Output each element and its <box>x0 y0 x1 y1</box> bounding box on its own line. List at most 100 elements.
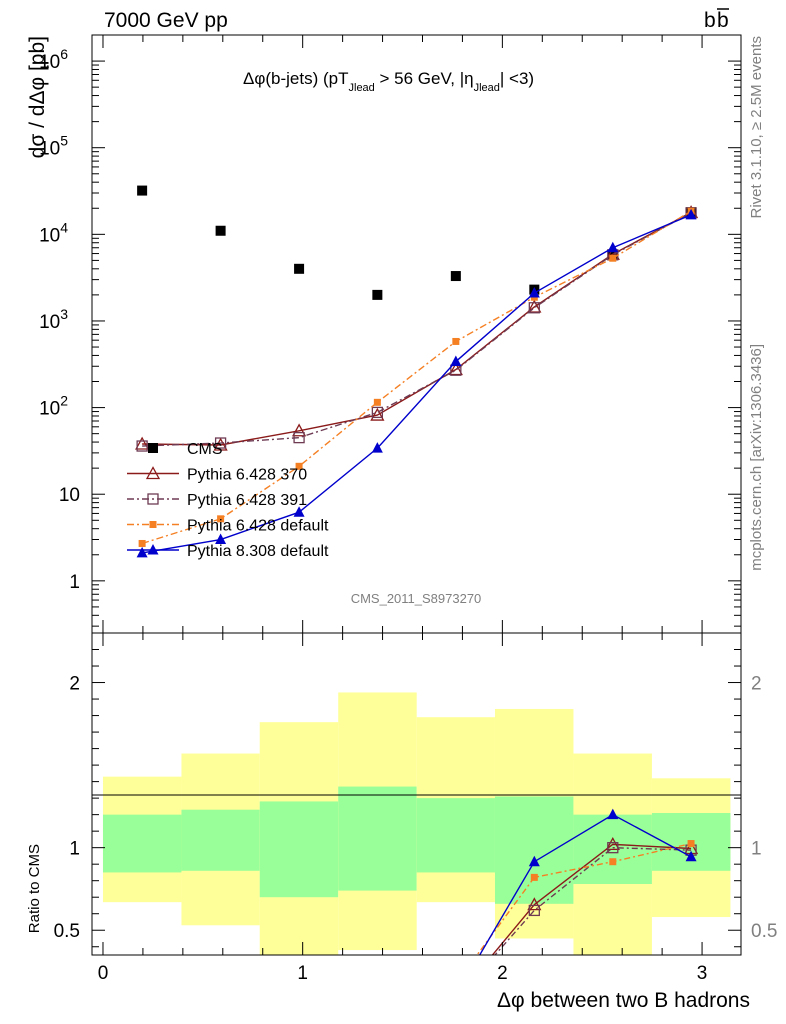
data-point <box>372 289 383 300</box>
data-point <box>138 539 146 547</box>
main-ytick-label-base: 10 <box>39 225 60 246</box>
series-line <box>142 211 692 446</box>
ratio-series-pythia-8-308-default <box>478 808 697 955</box>
data-point <box>215 533 227 545</box>
ratio-ytick-label: 2 <box>69 674 80 695</box>
data-point <box>528 287 540 298</box>
title-middle: > 56 GeV, |η <box>375 69 474 88</box>
main-series-group <box>135 185 699 558</box>
main-ytick-label-exp: 3 <box>60 306 68 322</box>
ratio-point <box>685 850 697 862</box>
series-line <box>141 210 692 545</box>
data-point <box>373 398 381 406</box>
main-ytick-label-base: 10 <box>39 52 60 73</box>
legend-marker <box>149 521 157 528</box>
rivet-version-text: Rivet 3.1.10, ≥ 2.5M events <box>748 36 765 219</box>
ratio-axis-ticks: 0 1 2 3 0.5 0.5 1 1 2 2 <box>54 633 777 984</box>
ratio-point <box>527 897 542 911</box>
legend-entry: Pythia 6.428 default <box>127 518 329 535</box>
ratio-point <box>528 855 540 867</box>
data-point <box>136 440 148 452</box>
data-point <box>137 185 148 196</box>
title-sub-1: Jlead <box>349 82 375 94</box>
data-point <box>293 506 305 517</box>
data-point <box>685 208 697 220</box>
ratio-xtick-label: 1 <box>297 963 308 984</box>
ratio-line <box>491 843 692 955</box>
main-ytick-label: 104 <box>39 219 68 246</box>
band-1sigma <box>494 796 574 904</box>
data-point <box>371 442 383 453</box>
ratio-point <box>528 904 540 917</box>
mcplots-text: mcplots.cern.ch [arXiv:1306.3436] <box>748 344 765 571</box>
main-ytick-label-exp: 2 <box>60 393 68 409</box>
ratio-series-pythia-6-428-default <box>476 840 695 955</box>
data-point <box>527 299 542 313</box>
series-line <box>142 214 692 554</box>
legend-marker <box>147 544 159 555</box>
main-ytick-label: 103 <box>39 306 68 333</box>
plot-title: Δφ(b-jets) (pTJlead > 56 GeV, |ηJlead| <… <box>243 69 534 94</box>
process-label-bbar: b <box>717 9 729 32</box>
data-point <box>371 406 384 419</box>
legend-marker <box>147 493 159 505</box>
data-point <box>135 436 150 450</box>
data-point <box>370 407 385 421</box>
ratio-point <box>605 837 620 851</box>
energy-label: 7000 GeV pp <box>104 9 228 32</box>
data-point <box>136 546 148 558</box>
legend-entry: Pythia 6.428 370 <box>127 466 307 484</box>
process-label: b b <box>704 8 729 32</box>
ratio-xtick-label: 0 <box>98 963 109 984</box>
ratio-ytick-label: 1 <box>69 839 80 860</box>
data-point <box>295 462 303 470</box>
band-1sigma <box>338 786 417 891</box>
legend-entry: Pythia 8.308 default <box>127 543 329 560</box>
data-point <box>291 423 307 437</box>
data-point <box>294 263 305 274</box>
ratio-point <box>607 842 619 854</box>
band-1sigma <box>181 809 260 871</box>
data-point <box>448 362 463 376</box>
ratio-ytick-label-right: 1 <box>751 839 762 860</box>
title-suffix: | <3) <box>500 69 534 88</box>
ratio-line <box>476 842 692 955</box>
main-ytick-label: 106 <box>39 46 68 73</box>
ratio-ytick-label: 0.5 <box>54 921 80 942</box>
ratio-line <box>478 813 692 955</box>
data-point <box>213 437 228 451</box>
legend: CMS Pythia 6.428 370 Pythia 6.428 391 Pythi… <box>127 441 329 560</box>
title-prefix: Δφ(b-jets) (pT <box>243 69 349 88</box>
main-ytick-label-exp: 4 <box>60 219 68 235</box>
ratio-point <box>607 808 619 820</box>
data-point <box>607 241 619 253</box>
data-point <box>528 302 540 314</box>
main-ytick-label-base: 10 <box>39 139 60 160</box>
legend-entry: Pythia 6.428 391 <box>127 492 307 509</box>
data-point <box>214 437 227 449</box>
main-ytick-label-base: 10 <box>39 399 60 420</box>
process-label-b: b <box>704 9 716 32</box>
ratio-xtick-label: 2 <box>497 963 508 984</box>
band-1sigma <box>416 798 495 873</box>
data-point <box>293 431 305 444</box>
analysis-id: CMS_2011_S8973270 <box>351 591 482 606</box>
legend-label: Pythia 6.428 370 <box>187 467 307 484</box>
ratio-ytick-label-right: 2 <box>751 674 762 695</box>
legend-label: Pythia 6.428 default <box>187 518 329 535</box>
main-ytick-label: 105 <box>39 133 68 160</box>
main-ytick-label-base: 10 <box>39 312 60 333</box>
series-cms <box>137 185 697 300</box>
ratio-point <box>609 858 617 866</box>
legend-marker <box>145 466 161 480</box>
data-point <box>452 337 460 345</box>
main-ytick-label-exp: 5 <box>60 133 68 149</box>
ratio-plot-panel: 0 1 2 3 0.5 0.5 1 1 2 2 Ratio to CMS Δφ between t… <box>26 632 777 1012</box>
main-ylabel: dσ / dΔφ [pb] <box>26 36 49 158</box>
ratio-ytick-label-right: 0.5 <box>751 921 777 942</box>
ratio-point <box>687 840 695 848</box>
ratio-ylabel: Ratio to CMS <box>26 844 43 933</box>
